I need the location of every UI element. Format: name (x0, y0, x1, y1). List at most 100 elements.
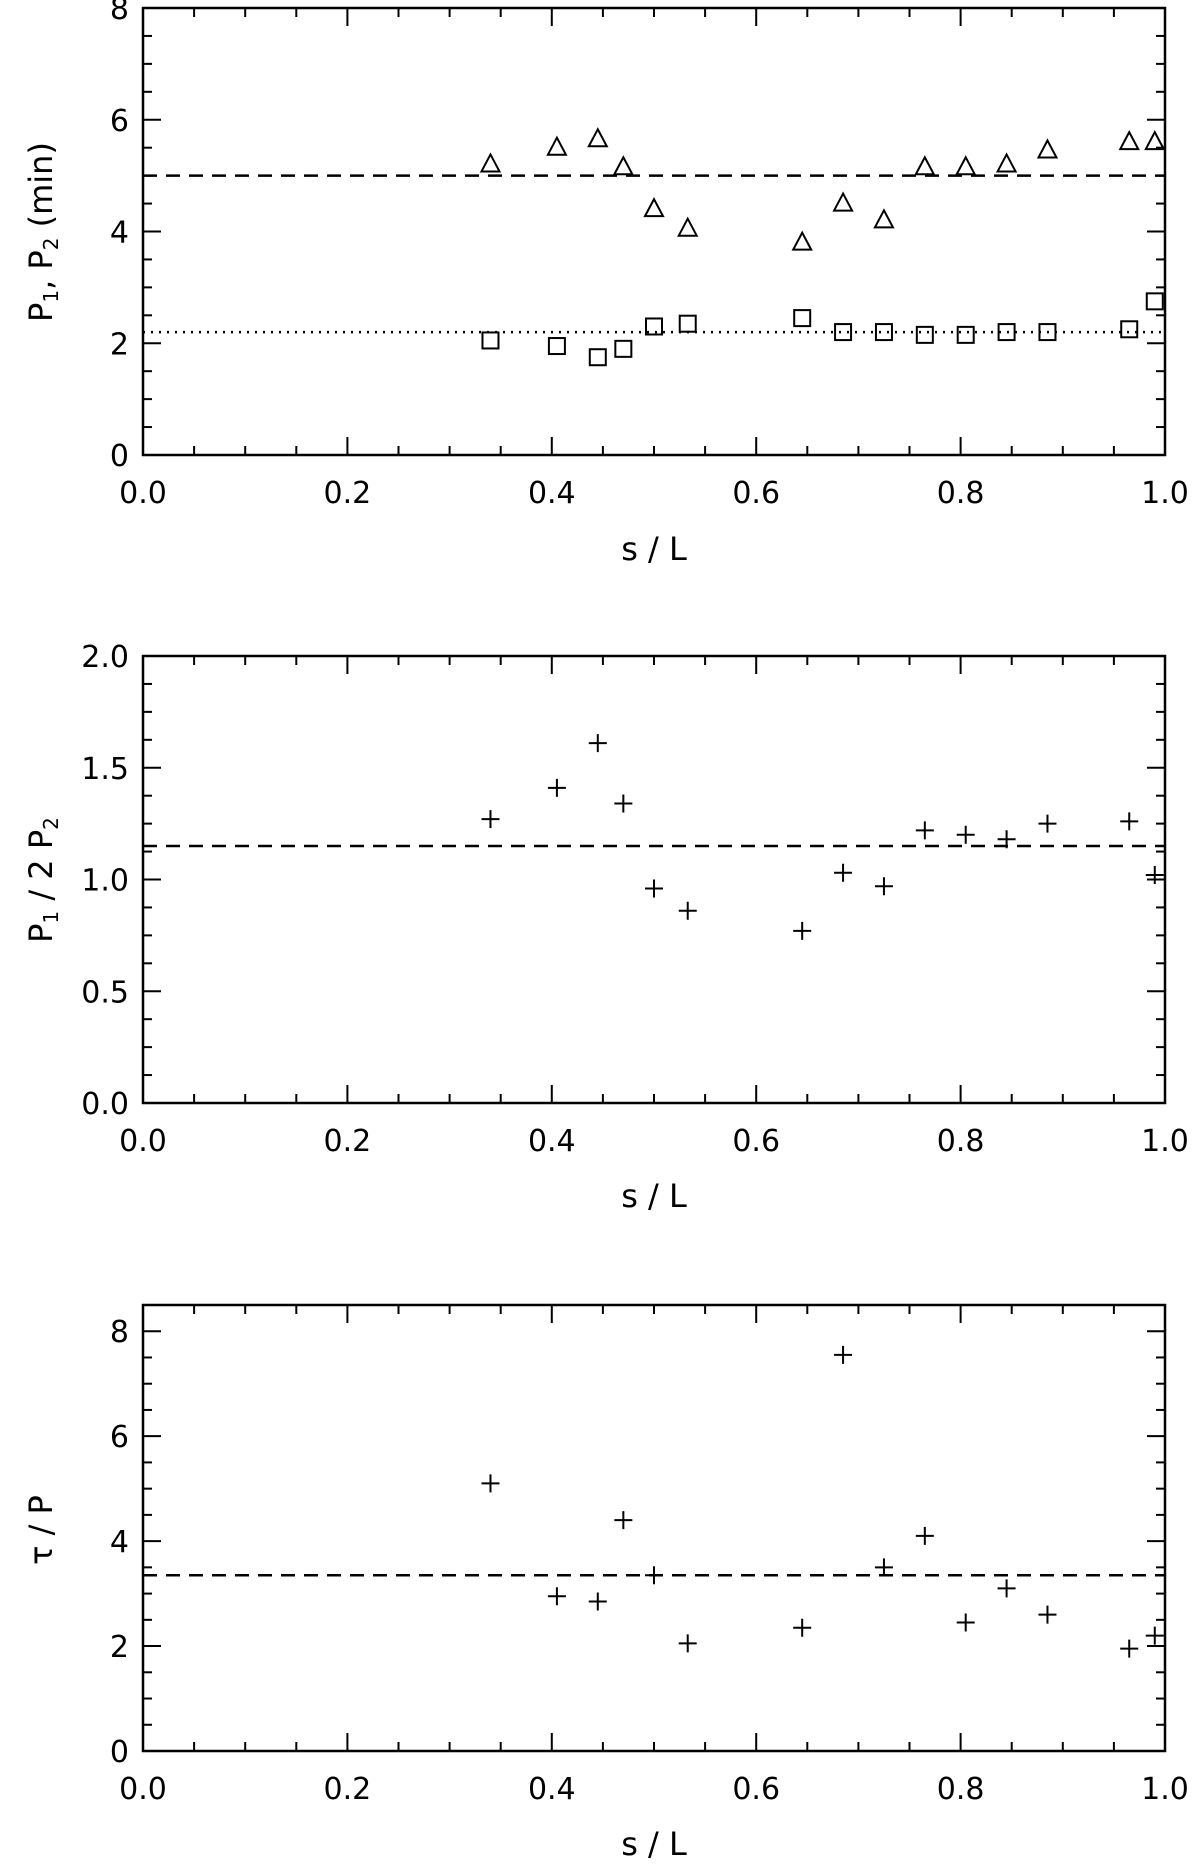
triangle-marker (479, 152, 502, 173)
plus-marker (645, 1566, 663, 1585)
y-tick-label: 6 (110, 1420, 129, 1455)
plus-marker (915, 821, 934, 840)
square-marker (678, 314, 697, 333)
x-tick-label: 1.0 (1141, 1124, 1189, 1159)
plus-marker (1038, 1605, 1057, 1624)
panel-damping-ratio: 0.0 0.2 0.4 0.6 0.8 1.0 0 2 4 6 8 s / L τ / P (22, 1303, 1189, 1863)
x-tick-label: 1.0 (1141, 1772, 1189, 1807)
plus-marker (588, 734, 607, 753)
square-marker (997, 323, 1016, 342)
triangle-marker (1118, 129, 1140, 151)
y-axis-title: τ / P (22, 1495, 60, 1565)
x-tick-label: 0.0 (119, 476, 167, 511)
square-marker (1145, 292, 1164, 311)
y-tick-label: 0 (110, 1735, 129, 1770)
x-tick-label: 0.0 (119, 1772, 167, 1807)
y-tick-label: 2 (110, 327, 129, 362)
plus-marker (956, 1613, 975, 1632)
x-tick-label: 0.8 (937, 1124, 985, 1159)
square-marker (645, 317, 663, 336)
square-marker (1120, 320, 1139, 339)
y-tick-label: 4 (110, 216, 129, 251)
x-tick-label: 1.0 (1141, 476, 1189, 511)
triangle-marker (791, 230, 813, 251)
x-axis-title: s / L (621, 1825, 687, 1863)
plus-marker (614, 1511, 633, 1530)
square-marker (1038, 323, 1057, 342)
square-marker (834, 323, 853, 342)
x-tick-label: 0.2 (324, 476, 372, 511)
x-tick-label: 0.8 (937, 476, 985, 511)
y-tick-label: 8 (110, 1315, 129, 1350)
square-marker (481, 331, 500, 350)
y-axis-title: P1, P2 (min) (22, 142, 63, 322)
x-tick-label: 0.8 (937, 1772, 985, 1807)
x-tick-label: 0.2 (324, 1772, 372, 1807)
x-tick-label: 0.6 (732, 1124, 780, 1159)
plus-marker (645, 879, 663, 898)
plus-marker (678, 901, 697, 920)
square-marker (614, 339, 633, 358)
y-tick-label: 4 (110, 1525, 129, 1560)
plus-marker (1120, 1639, 1139, 1658)
plus-marker (1145, 866, 1164, 885)
y-tick-label: 0 (110, 439, 129, 474)
plus-marker (588, 1592, 607, 1611)
plus-marker (834, 1345, 853, 1364)
plus-marker (1120, 812, 1139, 831)
y-tick-label: 8 (110, 0, 129, 27)
triangle-marker (677, 216, 699, 237)
square-marker (588, 348, 607, 367)
x-tick-label: 0.4 (528, 476, 576, 511)
plus-marker (834, 863, 853, 882)
y-tick-label: 2.0 (81, 640, 129, 675)
triangle-marker (1036, 138, 1059, 159)
triangle-marker (587, 127, 609, 148)
plus-marker (678, 1634, 697, 1653)
y-tick-label: 1.5 (81, 752, 129, 787)
plot-frame (141, 6, 1167, 457)
panel-period-ratio: 0.0 0.2 0.4 0.6 0.8 1.0 0.0 0.5 1.0 1.5 2.0 s / L P1… (22, 640, 1189, 1215)
plus-marker (997, 1579, 1016, 1598)
square-marker (874, 323, 893, 342)
triangle-marker (955, 155, 977, 176)
square-marker (915, 325, 934, 344)
plus-marker (547, 778, 566, 797)
x-tick-label: 0.6 (732, 476, 780, 511)
plus-marker (481, 810, 500, 829)
square-marker (547, 337, 566, 356)
y-tick-label: 2 (110, 1630, 129, 1665)
triangle-marker (832, 191, 854, 212)
plus-marker (793, 1618, 812, 1637)
y-tick-label: 0.5 (81, 975, 129, 1010)
x-axis-title: s / L (621, 1177, 687, 1215)
plot-frame (141, 1303, 1167, 1753)
plus-marker (614, 794, 633, 813)
plus-marker (793, 921, 812, 940)
triangle-marker (873, 208, 895, 229)
panel-periods: 0.0 0.2 0.4 0.6 0.8 1.0 0 2 4 6 8 s / L P1, P2 (min) (22, 0, 1189, 568)
plus-marker (956, 825, 975, 844)
plus-marker (1145, 1626, 1164, 1645)
x-axis-title: s / L (621, 530, 687, 568)
plus-marker (481, 1474, 500, 1493)
triangle-marker (546, 135, 568, 156)
triangle-marker (914, 155, 936, 176)
x-tick-label: 0.2 (324, 1124, 372, 1159)
triangle-marker (1144, 129, 1166, 151)
x-tick-label: 0.4 (528, 1124, 576, 1159)
y-tick-label: 6 (110, 104, 129, 139)
x-tick-label: 0.0 (119, 1124, 167, 1159)
plus-marker (915, 1526, 934, 1545)
plus-marker (1038, 814, 1057, 833)
y-tick-label: 0.0 (81, 1087, 129, 1122)
plus-marker (874, 1558, 893, 1577)
triangle-marker (995, 152, 1018, 173)
triangle-marker (612, 155, 635, 176)
square-marker (793, 309, 812, 328)
x-tick-label: 0.4 (528, 1772, 576, 1807)
y-axis-title: P1 / 2 P2 (22, 817, 63, 943)
plus-marker (547, 1587, 566, 1606)
triangle-marker (643, 197, 665, 218)
square-marker (956, 325, 975, 344)
